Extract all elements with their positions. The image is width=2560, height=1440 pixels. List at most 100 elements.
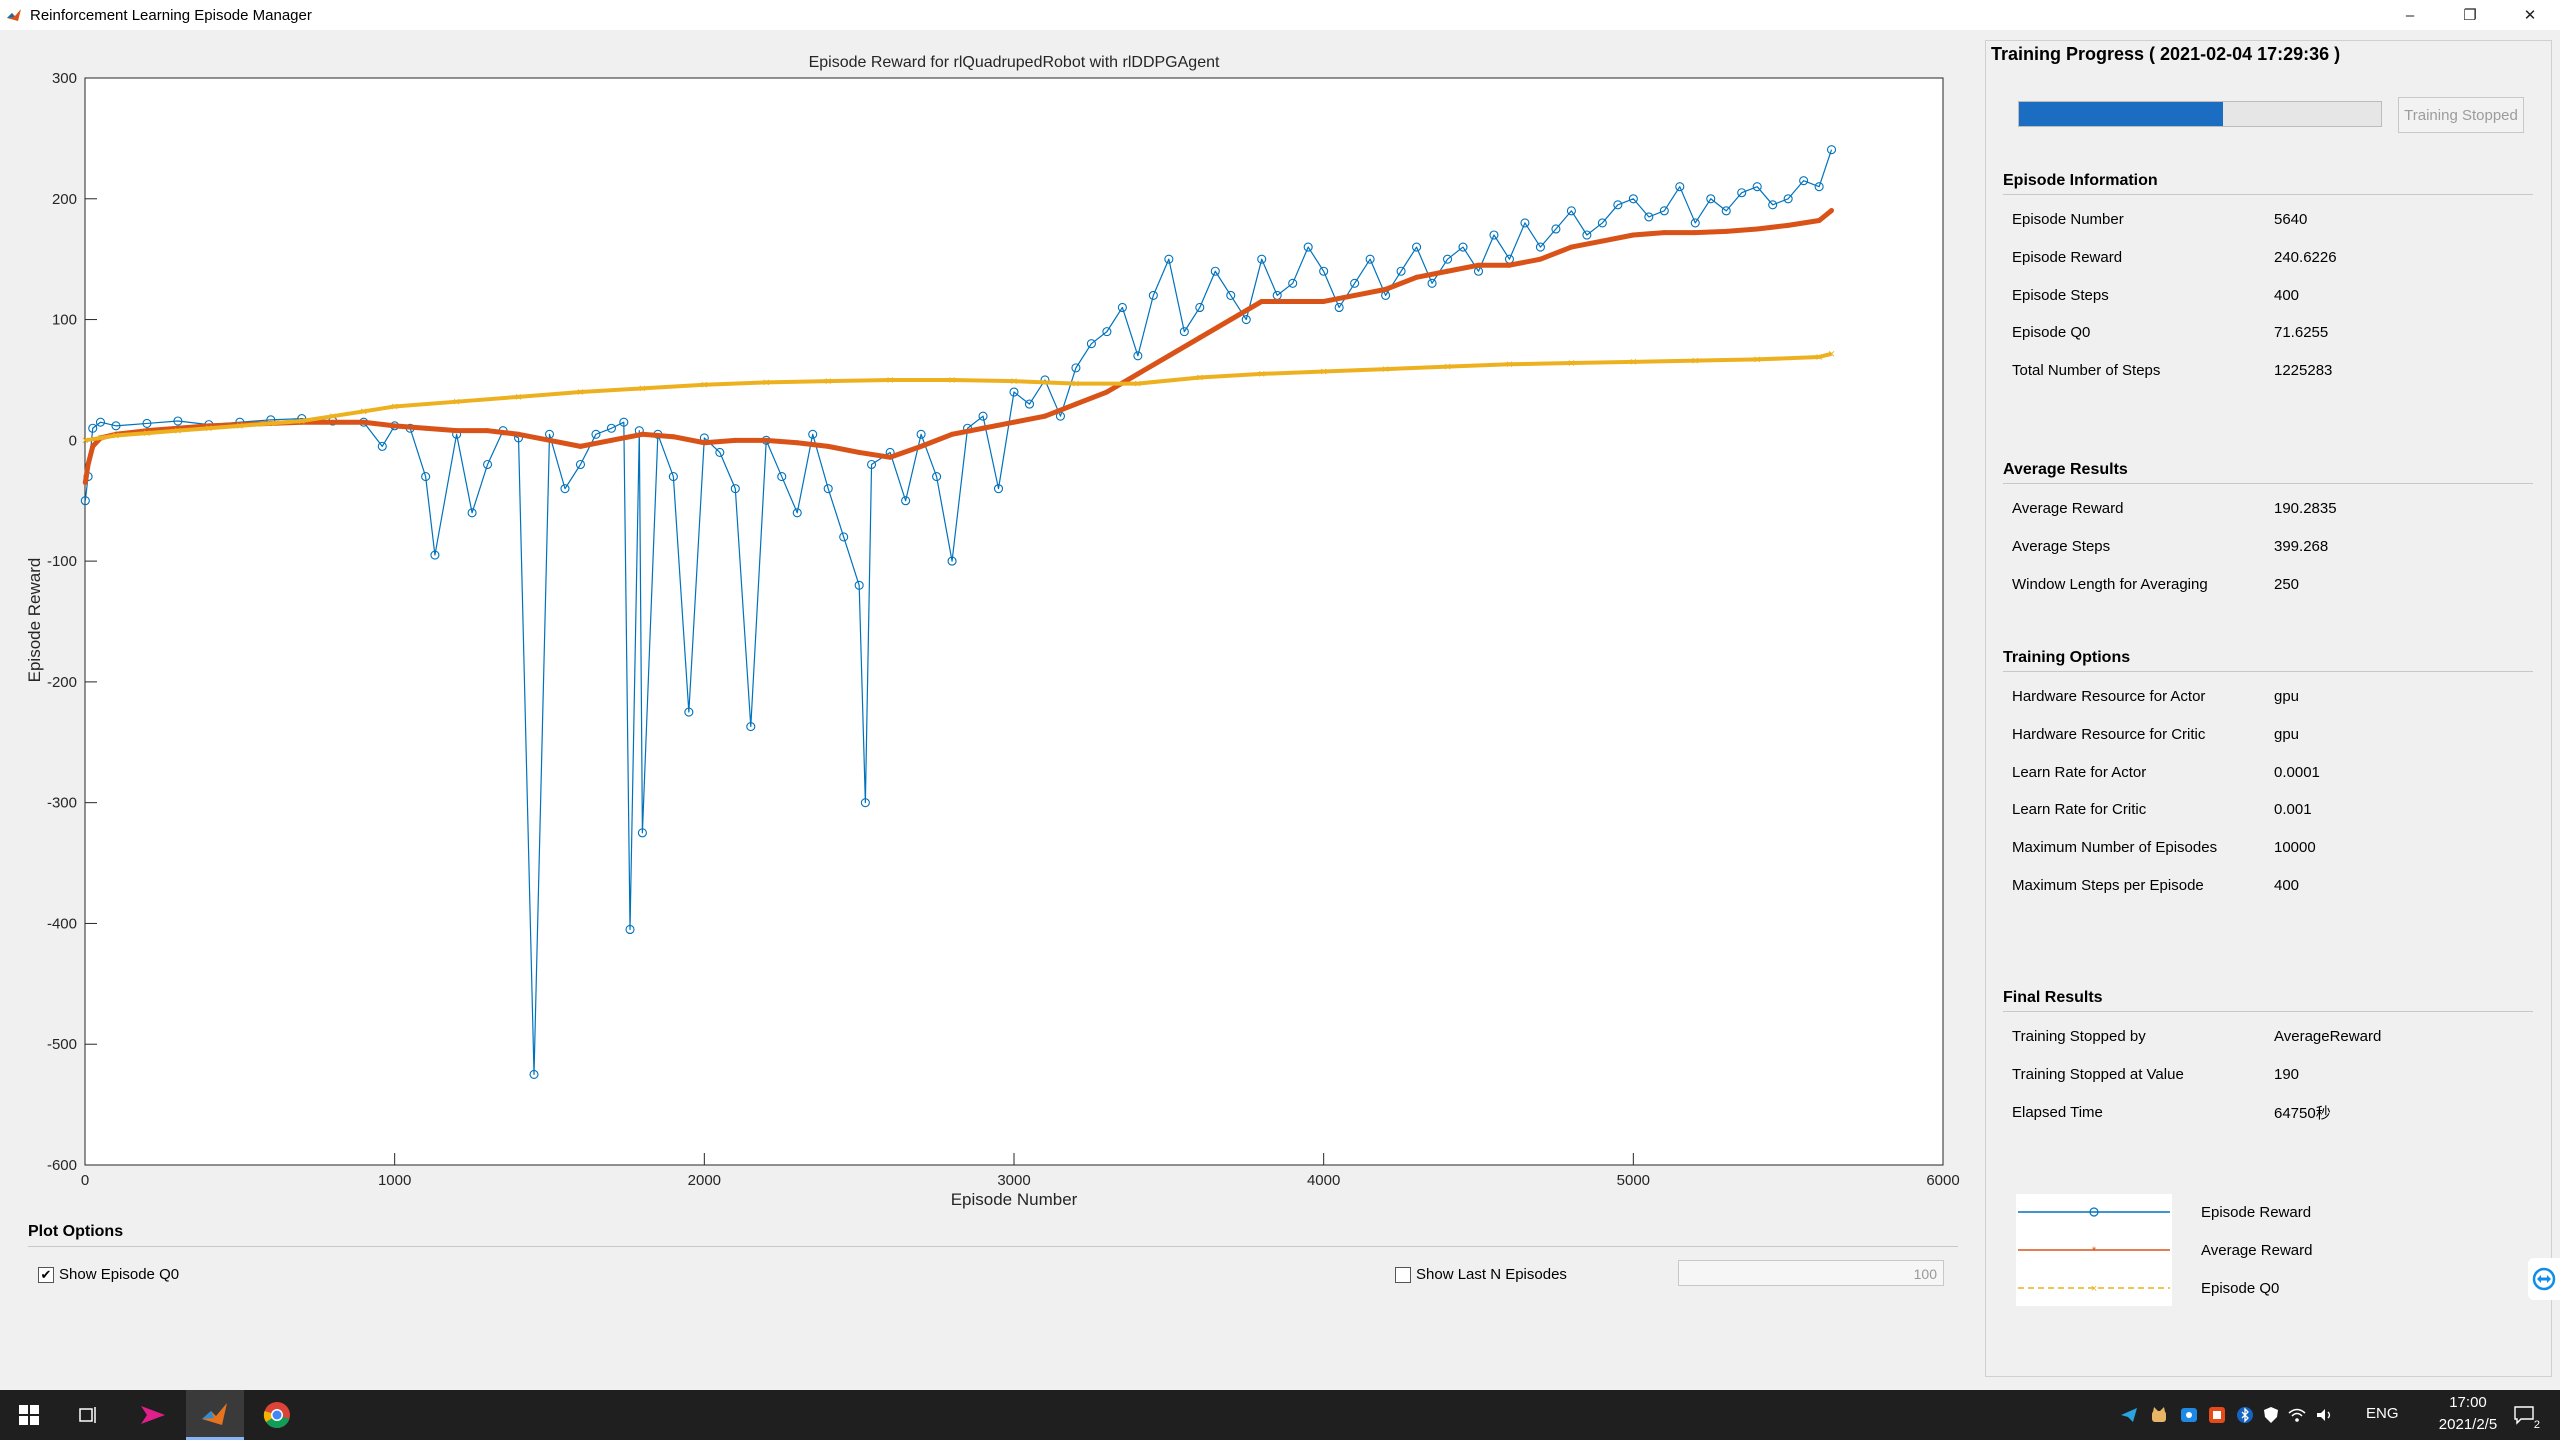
data-point [1102, 327, 1112, 337]
data-point [1537, 256, 1543, 262]
info-row: Hardware Resource for Critic gpu [2003, 716, 2533, 754]
y-tick-label: -500 [47, 1036, 77, 1053]
show-last-n-episodes-checkbox[interactable]: Show Last N Episodes [1395, 1266, 1567, 1283]
data-point [1133, 351, 1143, 361]
last-n-episodes-input[interactable]: 100 [1678, 1260, 1944, 1286]
episode-reward-chart[interactable]: Episode Reward for rlQuadrupedRobot with… [0, 30, 1975, 1230]
red-app-icon [2209, 1407, 2225, 1423]
taskbar-app-paper-plane[interactable] [124, 1390, 182, 1440]
info-row-value: 399.268 [2274, 538, 2329, 556]
data-point [763, 437, 769, 443]
info-row: Elapsed Time 64750秒 [2003, 1093, 2533, 1131]
data-point [993, 484, 1004, 494]
teamviewer-side-icon[interactable] [2528, 1258, 2560, 1300]
data-point [1692, 230, 1698, 236]
tray-time[interactable]: 17:00 [2449, 1394, 2487, 1411]
data-point [918, 443, 924, 449]
data-point [949, 431, 955, 437]
tray-telegram[interactable] [2116, 1390, 2142, 1440]
plot-area: Episode Reward for rlQuadrupedRobot with… [0, 30, 1975, 1390]
training-stopped-button[interactable]: Training Stopped [2398, 97, 2524, 133]
info-row-value: 1225283 [2274, 362, 2333, 380]
data-point [1597, 218, 1607, 228]
tray-red-app[interactable] [2204, 1390, 2230, 1440]
chart-y-axis-label: Episode Reward [25, 558, 44, 683]
data-point [949, 377, 955, 383]
data-point [236, 422, 243, 429]
tray-date[interactable]: 2021/2/5 [2438, 1416, 2498, 1433]
data-point [1754, 226, 1760, 232]
chrome-icon [263, 1402, 290, 1428]
data-point [111, 421, 121, 431]
info-row-value: 5640 [2274, 211, 2308, 229]
data-point [1011, 419, 1017, 425]
data-point [1783, 194, 1793, 204]
data-point [684, 707, 694, 717]
data-point [670, 434, 676, 440]
data-point [1117, 302, 1127, 313]
data-point [361, 419, 367, 425]
windows-start-button[interactable] [0, 1390, 58, 1440]
info-row-value: 240.6226 [2274, 249, 2337, 267]
info-row: Training Stopped by AverageReward [2003, 1018, 2533, 1056]
taskbar-app-chrome[interactable] [248, 1390, 306, 1440]
data-point [1444, 363, 1451, 370]
data-point [1241, 315, 1251, 325]
data-point [1826, 145, 1837, 155]
data-point [1226, 290, 1236, 300]
info-row-label: Window Length for Averaging [2012, 575, 2208, 593]
tray-screen-capture[interactable] [2176, 1390, 2202, 1440]
info-row-label: Hardware Resource for Critic [2012, 726, 2206, 744]
data-point [1303, 242, 1313, 252]
data-point [777, 472, 787, 482]
taskbar-app-matlab[interactable] [186, 1390, 244, 1440]
data-point [1321, 298, 1327, 304]
chart-title: Episode Reward for rlQuadrupedRobot with… [809, 54, 1220, 71]
restore-button[interactable]: ❐ [2463, 7, 2477, 24]
info-row-label: Training Stopped by [2012, 1028, 2146, 1046]
tray-language[interactable]: ENG [2366, 1405, 2399, 1422]
data-point [1195, 302, 1205, 313]
info-row: Hardware Resource for Actor gpu [2003, 678, 2533, 716]
tray-vpn[interactable] [2258, 1390, 2284, 1440]
close-button[interactable]: ✕ [2523, 7, 2537, 24]
data-point [298, 418, 305, 424]
data-point [1799, 176, 1809, 186]
checkbox-unchecked-icon[interactable] [1395, 1266, 1411, 1283]
legend-episode-reward-swatch [2018, 1207, 2170, 1217]
data-point [90, 443, 96, 449]
info-row-label: Episode Steps [2012, 286, 2109, 304]
average-results-section: Average Results Average Reward 190.2835 Av… [2003, 461, 2533, 603]
minimize-button[interactable]: – [2405, 6, 2415, 24]
data-point [97, 435, 104, 441]
data-point [980, 425, 986, 431]
data-point [377, 441, 387, 451]
windows-start-icon [19, 1405, 39, 1425]
data-point [1661, 230, 1667, 236]
data-point [1228, 317, 1234, 323]
data-point [1476, 262, 1481, 268]
legend-average-reward-swatch: * [2018, 1245, 2170, 1257]
data-point [978, 411, 988, 421]
task-view-button[interactable] [60, 1390, 118, 1440]
tray-bluetooth[interactable] [2232, 1390, 2258, 1440]
data-point [421, 472, 431, 482]
x-tick-label: 5000 [1617, 1172, 1650, 1189]
tray-volume[interactable] [2312, 1390, 2338, 1440]
data-point [391, 403, 398, 410]
notification-center-button[interactable]: 2 [2502, 1390, 2546, 1440]
tray-cat-app[interactable] [2146, 1390, 2172, 1440]
data-point [1690, 218, 1700, 228]
tray-wifi[interactable] [2284, 1390, 2310, 1440]
episode-information-section: Episode Information Episode Number 5640 Ep… [2003, 172, 2533, 389]
checkbox-checked-icon[interactable]: ✔ [38, 1266, 54, 1283]
info-row-value: AverageReward [2274, 1028, 2382, 1046]
chart-x-axis-label: Episode Number [951, 1190, 1078, 1209]
show-episode-q0-checkbox[interactable]: ✔ Show Episode Q0 [38, 1266, 179, 1283]
info-row-label: Learn Rate for Actor [2012, 763, 2147, 781]
info-row-label: Episode Reward [2012, 249, 2123, 267]
data-point [485, 428, 491, 434]
data-point [1613, 200, 1623, 210]
data-point [860, 798, 870, 808]
y-tick-label: 300 [52, 70, 77, 87]
